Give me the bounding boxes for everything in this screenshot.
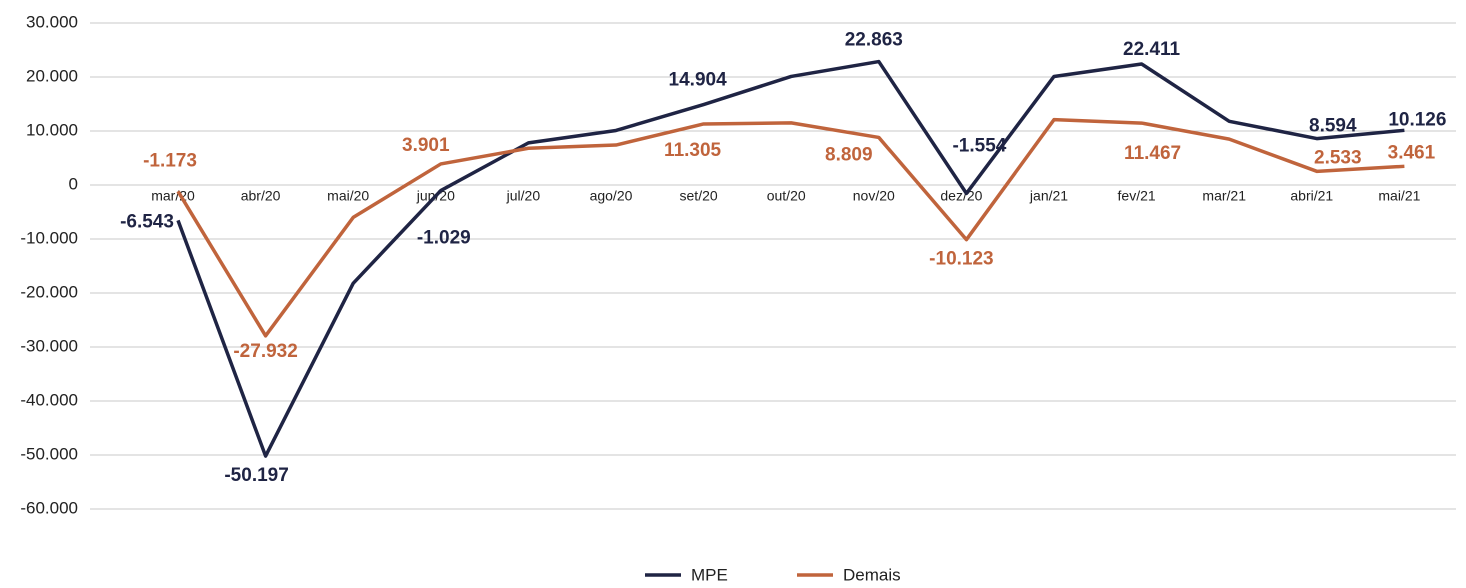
x-tick-label: mai/21 xyxy=(1378,188,1420,204)
data-label: -1.554 xyxy=(952,135,1006,156)
data-label: 11.467 xyxy=(1124,143,1181,164)
data-label: 3.461 xyxy=(1388,142,1436,163)
data-label: 14.904 xyxy=(669,70,728,91)
y-tick-label: -50.000 xyxy=(20,444,78,463)
data-label: 10.126 xyxy=(1388,109,1446,130)
x-tick-label: set/20 xyxy=(680,188,718,204)
y-tick-label: 0 xyxy=(69,174,78,193)
x-tick-label: fev/21 xyxy=(1118,188,1156,204)
x-tick-label: mar/21 xyxy=(1202,188,1246,204)
y-tick-label: -30.000 xyxy=(20,336,78,355)
y-tick-label: 20.000 xyxy=(26,66,78,85)
x-tick-label: dez/20 xyxy=(940,188,982,204)
x-tick-label: jan/21 xyxy=(1029,188,1068,204)
series-line xyxy=(176,59,1405,458)
x-tick-label: jul/20 xyxy=(506,188,541,204)
data-label: 8.594 xyxy=(1309,116,1357,137)
data-label: 22.411 xyxy=(1123,39,1180,60)
x-tick-label: abr/20 xyxy=(241,188,281,204)
y-tick-label: -20.000 xyxy=(20,282,78,301)
data-label: 3.901 xyxy=(402,135,450,156)
data-label: 2.533 xyxy=(1314,147,1362,168)
data-label: -1.173 xyxy=(143,150,197,171)
series-line xyxy=(176,117,1405,338)
y-tick-label: -10.000 xyxy=(20,228,78,247)
data-label: 22.863 xyxy=(845,30,903,51)
legend-label: MPE xyxy=(691,565,728,584)
data-label: 8.809 xyxy=(825,144,873,165)
x-tick-label: mai/20 xyxy=(327,188,369,204)
y-tick-label: -40.000 xyxy=(20,390,78,409)
data-label: -6.543 xyxy=(120,211,174,232)
x-tick-label: mar/20 xyxy=(151,188,195,204)
y-tick-label: 10.000 xyxy=(26,120,78,139)
data-label: -10.123 xyxy=(929,249,993,270)
data-label: -27.932 xyxy=(233,341,297,362)
x-tick-label: nov/20 xyxy=(853,188,895,204)
x-tick-label: abri/21 xyxy=(1290,188,1333,204)
x-tick-label: out/20 xyxy=(767,188,806,204)
legend-label: Demais xyxy=(843,565,901,584)
data-label: -1.029 xyxy=(417,228,471,249)
y-tick-label: -60.000 xyxy=(20,498,78,517)
x-tick-label: ago/20 xyxy=(590,188,633,204)
data-label: 11.305 xyxy=(664,140,721,161)
data-label: -50.197 xyxy=(224,465,288,486)
y-tick-label: 30.000 xyxy=(26,12,78,31)
